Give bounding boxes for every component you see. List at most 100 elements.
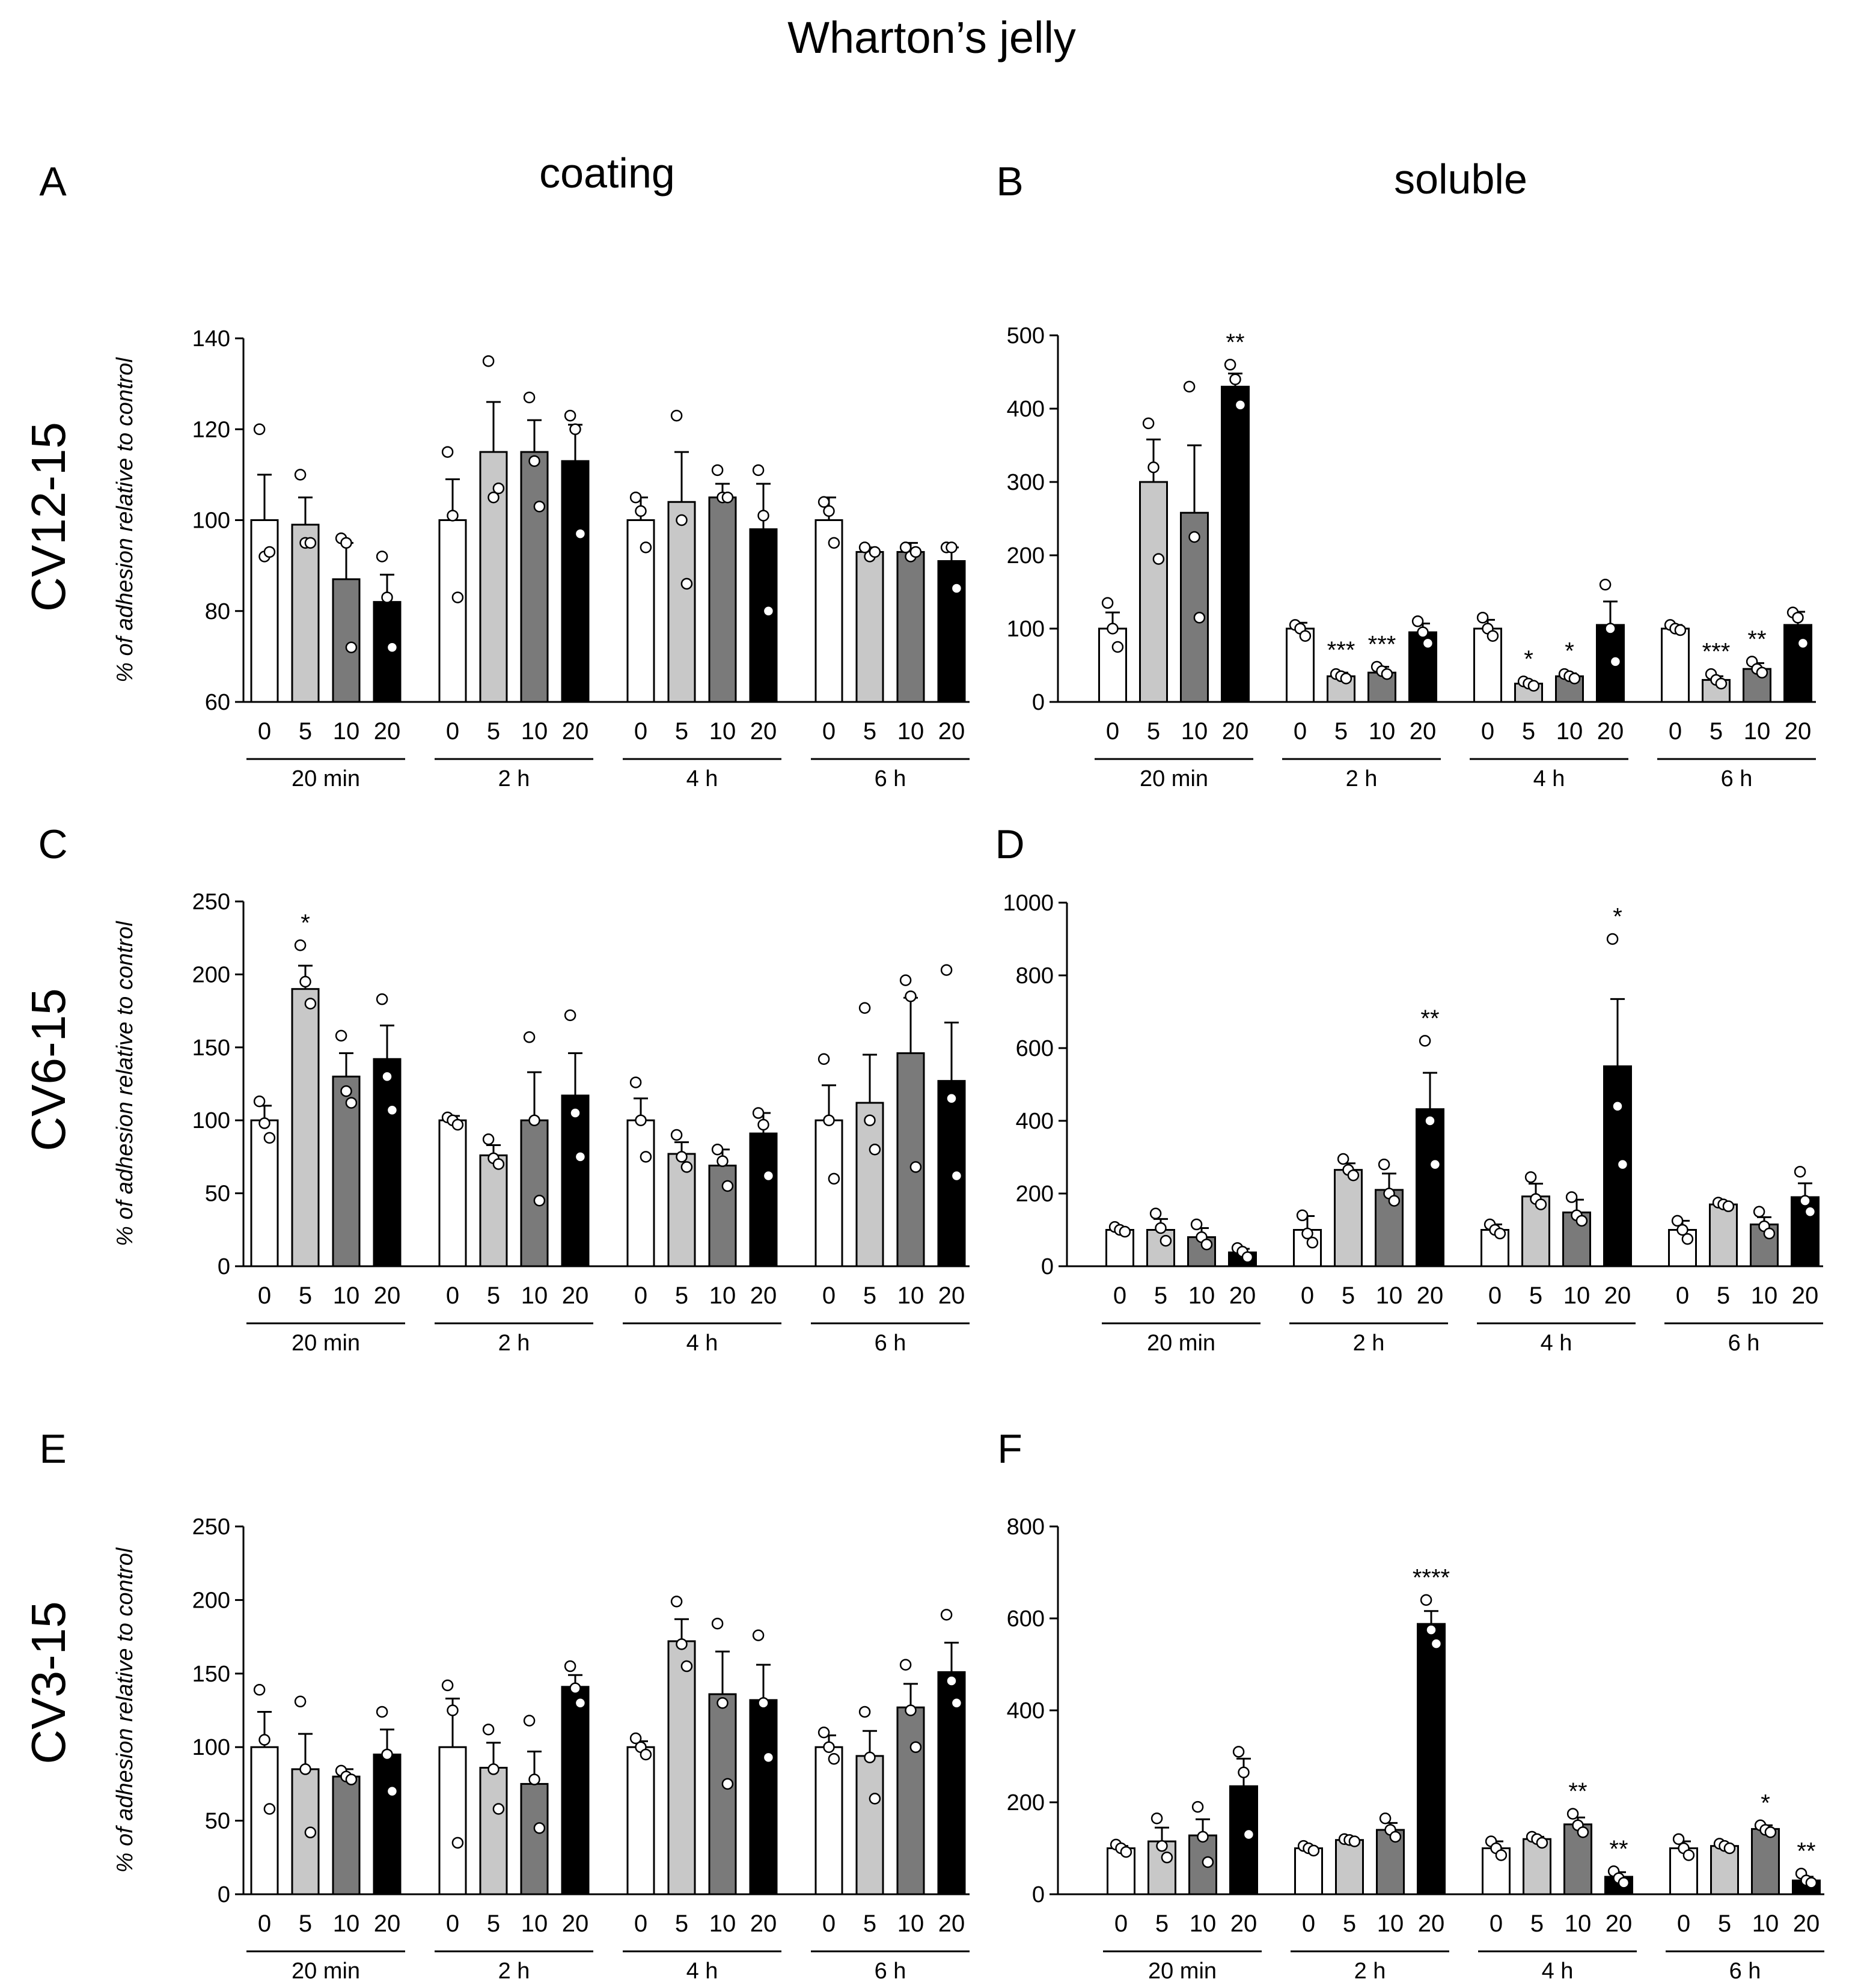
panel-a-y-tick-label: 100	[192, 508, 230, 534]
panel-e-y-tick-label: 150	[192, 1662, 230, 1687]
panel-c-data-point	[909, 1161, 922, 1173]
panel-f-data-point	[1197, 1831, 1209, 1843]
panel-a-data-point	[711, 464, 724, 477]
panel-a-data-point	[680, 578, 693, 590]
panel-c-data-point	[376, 993, 388, 1005]
panel-e-x-tick-label: 0	[446, 1910, 459, 1937]
panel-b-group-label: 2 h	[1346, 766, 1378, 791]
panel-a-bar	[291, 523, 320, 703]
panel-e-x-tick-label: 10	[897, 1910, 924, 1937]
panel-d-data-point	[1616, 1158, 1629, 1171]
panel-f-x-tick-label: 10	[1377, 1910, 1404, 1937]
panel-d-x-tick-label: 0	[1113, 1282, 1126, 1309]
panel-e-data-point	[858, 1706, 871, 1718]
panel-a-bar	[373, 601, 402, 703]
panel-b-x-tick-label: 0	[1481, 718, 1494, 745]
panel-e-y-tick-label: 100	[192, 1735, 230, 1760]
panel-f-data-point	[1723, 1842, 1736, 1855]
panel-e-data-point	[717, 1697, 729, 1709]
panel-letter-e: E	[39, 1426, 66, 1472]
panel-b-significance-label: ***	[1327, 637, 1355, 663]
panel-e-y-tick-label: 250	[192, 1514, 230, 1540]
panel-d-data-point	[1155, 1222, 1167, 1234]
panel-a-data-point	[635, 505, 647, 517]
panel-e-data-point	[828, 1753, 840, 1765]
panel-f-x-tick-label: 5	[1343, 1910, 1356, 1937]
panel-d-group-label: 6 h	[1728, 1331, 1760, 1356]
panel-a-y-tick-label: 80	[205, 599, 230, 624]
panel-c-group-label: 4 h	[686, 1331, 718, 1356]
panel-b-significance-label: ***	[1702, 639, 1731, 665]
panel-b-x-tick-label: 20	[1785, 718, 1812, 745]
panel-a-data-point	[564, 409, 576, 422]
panel-c-data-point	[304, 998, 317, 1010]
panel-b-significance-label: *	[1524, 646, 1533, 672]
panel-d-data-point	[1160, 1234, 1172, 1247]
panel-f-data-point	[1389, 1831, 1402, 1843]
panel-c-group-label: 20 min	[292, 1331, 360, 1356]
panel-f-bar	[1229, 1785, 1258, 1895]
panel-e-data-point	[752, 1629, 765, 1641]
panel-b-data-point	[1111, 641, 1124, 653]
panel-f-data-point	[1242, 1828, 1255, 1841]
panel-d-data-point	[1606, 933, 1619, 945]
panel-b-x-tick-label: 0	[1669, 718, 1682, 745]
panel-e-bar	[896, 1706, 925, 1895]
panel-c-y-tick-label: 200	[192, 962, 230, 987]
panel-d-data-point	[1565, 1191, 1578, 1203]
panel-e-x-tick-label: 10	[709, 1910, 736, 1937]
panel-c-x-tick-label: 20	[750, 1282, 777, 1309]
panel-e-bar	[479, 1766, 508, 1895]
panel-c-x-tick-label: 5	[863, 1282, 876, 1309]
panel-f-y-tick-label: 400	[1007, 1698, 1045, 1724]
panel-e-x-tick-label: 0	[634, 1910, 647, 1937]
panel-a-y-axis-title: % of adhesion relative to control	[112, 357, 138, 683]
panel-d-x-tick-label: 5	[1154, 1282, 1167, 1309]
panel-c-y-axis-title: % of adhesion relative to control	[112, 921, 138, 1246]
panel-d-x-tick-label: 20	[1417, 1282, 1444, 1309]
panel-e-data-point	[299, 1763, 311, 1775]
panel-c-data-point	[823, 1114, 835, 1126]
panel-c-bar	[373, 1058, 402, 1267]
panel-e-x-tick-label: 0	[822, 1910, 836, 1937]
panel-c-data-point	[381, 1070, 393, 1083]
panel-e-x-tick-label: 10	[333, 1910, 360, 1937]
panel-a-x-tick-label: 0	[822, 718, 836, 745]
panel-a-data-point	[869, 546, 881, 558]
panel-f-data-point	[1161, 1852, 1173, 1864]
panel-c-x-tick-label: 10	[709, 1282, 736, 1309]
panel-b-data-point	[1715, 677, 1728, 690]
panel-a-data-point	[757, 510, 769, 522]
panel-a-x-tick-label: 5	[863, 718, 876, 745]
panel-f-data-point	[1238, 1766, 1250, 1779]
panel-e-data-point	[817, 1726, 830, 1739]
panel-d-bar	[1293, 1229, 1322, 1267]
panel-e-x-tick-label: 20	[374, 1910, 401, 1937]
panel-c-data-point	[564, 1009, 576, 1022]
panel-c-data-point	[482, 1133, 495, 1145]
panel-d-x-tick-label: 0	[1301, 1282, 1314, 1309]
panel-a-data-point	[569, 423, 581, 435]
panel-b-x-tick-label: 20	[1597, 718, 1624, 745]
panel-b-data-point	[1797, 637, 1809, 650]
panel-a-data-point	[858, 541, 871, 553]
panel-c-bar	[520, 1119, 549, 1267]
panel-c-y-tick-label: 150	[192, 1035, 230, 1061]
panel-f-data-point	[1420, 1594, 1432, 1606]
panel-a-group-label: 2 h	[498, 766, 530, 791]
panel-d-bar	[1416, 1108, 1444, 1267]
panel-c-bar	[855, 1102, 884, 1267]
panel-e-data-point	[940, 1609, 953, 1621]
panel-c-x-tick-label: 5	[487, 1282, 500, 1309]
panel-d-data-point	[1419, 1035, 1431, 1047]
panel-c-x-tick-label: 0	[634, 1282, 647, 1309]
panel-c-bar	[896, 1052, 925, 1267]
panel-f-x-tick-label: 10	[1190, 1910, 1217, 1937]
panel-e-data-point	[757, 1697, 769, 1709]
panel-c-data-point	[574, 1151, 587, 1163]
panel-d-data-point	[1241, 1251, 1254, 1263]
panel-f-data-point	[1232, 1746, 1245, 1758]
panel-b-data-point	[1604, 623, 1616, 635]
